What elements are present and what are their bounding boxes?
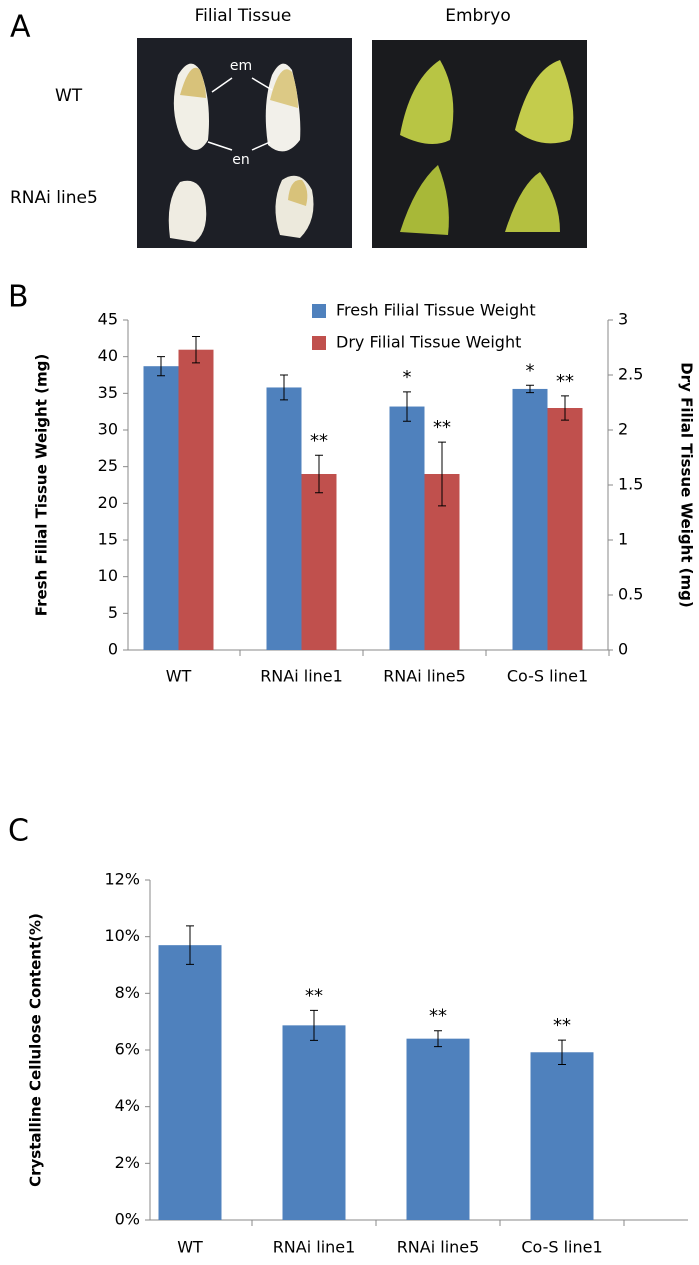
y2-tick-label: 1 — [618, 530, 628, 549]
x-tick-label: WT — [166, 667, 192, 686]
error-bar — [526, 384, 534, 394]
significance-label: * — [526, 360, 535, 381]
y2-tick-label: 2 — [618, 420, 628, 439]
legend-label: Dry Filial Tissue Weight — [336, 333, 521, 352]
y-tick-label: 30 — [98, 420, 118, 439]
y2-tick-label: 2.5 — [618, 365, 643, 384]
y-tick-label: 8% — [115, 983, 140, 1002]
y2-tick-label: 0 — [618, 640, 628, 659]
annotation: en — [232, 152, 250, 168]
bar — [143, 366, 179, 650]
x-tick-label: Co-S line1 — [507, 667, 588, 686]
x-tick-label: RNAi line5 — [383, 667, 466, 686]
y2-tick-label: 0.5 — [618, 585, 643, 604]
y2-tick-label: 3 — [618, 310, 628, 329]
panel-label: A — [10, 10, 31, 45]
x-tick-label: RNAi line5 — [397, 1238, 480, 1257]
x-tick-label: Co-S line1 — [521, 1238, 602, 1257]
bar — [547, 408, 583, 650]
bar — [158, 945, 222, 1220]
y-tick-label: 35 — [98, 383, 118, 402]
error-bar — [280, 374, 288, 401]
bar — [389, 406, 425, 650]
error-bar — [157, 356, 165, 377]
row-label: WT — [55, 86, 83, 106]
panel-label: C — [8, 814, 29, 849]
x-tick-label: RNAi line1 — [273, 1238, 356, 1257]
column-title: Embryo — [445, 6, 511, 26]
legend-swatch — [312, 336, 326, 350]
photo-filial — [137, 38, 352, 248]
bar — [512, 388, 548, 650]
error-bar — [561, 395, 569, 421]
y-tick-label: 10 — [98, 566, 118, 585]
y-tick-label: 20 — [98, 493, 118, 512]
error-bar — [434, 1030, 442, 1048]
y2-axis-title: Dry Filial Tissue Weight (mg) — [678, 362, 696, 608]
y-tick-label: 2% — [115, 1153, 140, 1172]
significance-label: ** — [305, 985, 323, 1006]
y-tick-label: 0% — [115, 1210, 140, 1229]
y2-tick-label: 1.5 — [618, 475, 643, 494]
significance-label: * — [403, 367, 412, 388]
annotation: em — [230, 58, 252, 74]
y-tick-label: 12% — [104, 870, 140, 889]
x-tick-label: WT — [177, 1238, 203, 1257]
y-axis-title: Fresh Filial Tissue Weight (mg) — [33, 354, 51, 616]
bar — [530, 1052, 594, 1220]
error-bar — [403, 391, 411, 422]
bar — [301, 474, 337, 650]
error-bar — [186, 925, 194, 965]
y-tick-label: 15 — [98, 530, 118, 549]
error-bar — [315, 454, 323, 494]
y-tick-label: 45 — [98, 310, 118, 329]
photo-embryo — [372, 40, 587, 248]
bar — [406, 1038, 470, 1220]
significance-label: ** — [310, 430, 328, 451]
significance-label: ** — [433, 417, 451, 438]
legend-label: Fresh Filial Tissue Weight — [336, 301, 536, 320]
error-bar — [192, 336, 200, 364]
x-tick-label: RNAi line1 — [260, 667, 343, 686]
significance-label: ** — [556, 371, 574, 392]
y-tick-label: 4% — [115, 1096, 140, 1115]
y-tick-label: 6% — [115, 1040, 140, 1059]
error-bar — [558, 1039, 566, 1065]
bar — [282, 1025, 346, 1220]
bar — [266, 387, 302, 650]
row-label: RNAi line5 — [10, 188, 98, 208]
error-bar — [438, 441, 446, 507]
column-title: Filial Tissue — [195, 6, 292, 26]
error-bar — [310, 1009, 318, 1041]
significance-label: ** — [429, 1006, 447, 1027]
significance-label: ** — [553, 1015, 571, 1036]
legend-swatch — [312, 304, 326, 318]
y-tick-label: 0 — [108, 640, 118, 659]
y-axis-title: Crystalline Cellulose Content(%) — [27, 913, 45, 1187]
y-tick-label: 25 — [98, 456, 118, 475]
panel-label: B — [8, 280, 29, 315]
y-tick-label: 10% — [104, 926, 140, 945]
bar — [178, 349, 214, 650]
y-tick-label: 40 — [98, 346, 118, 365]
y-tick-label: 5 — [108, 603, 118, 622]
